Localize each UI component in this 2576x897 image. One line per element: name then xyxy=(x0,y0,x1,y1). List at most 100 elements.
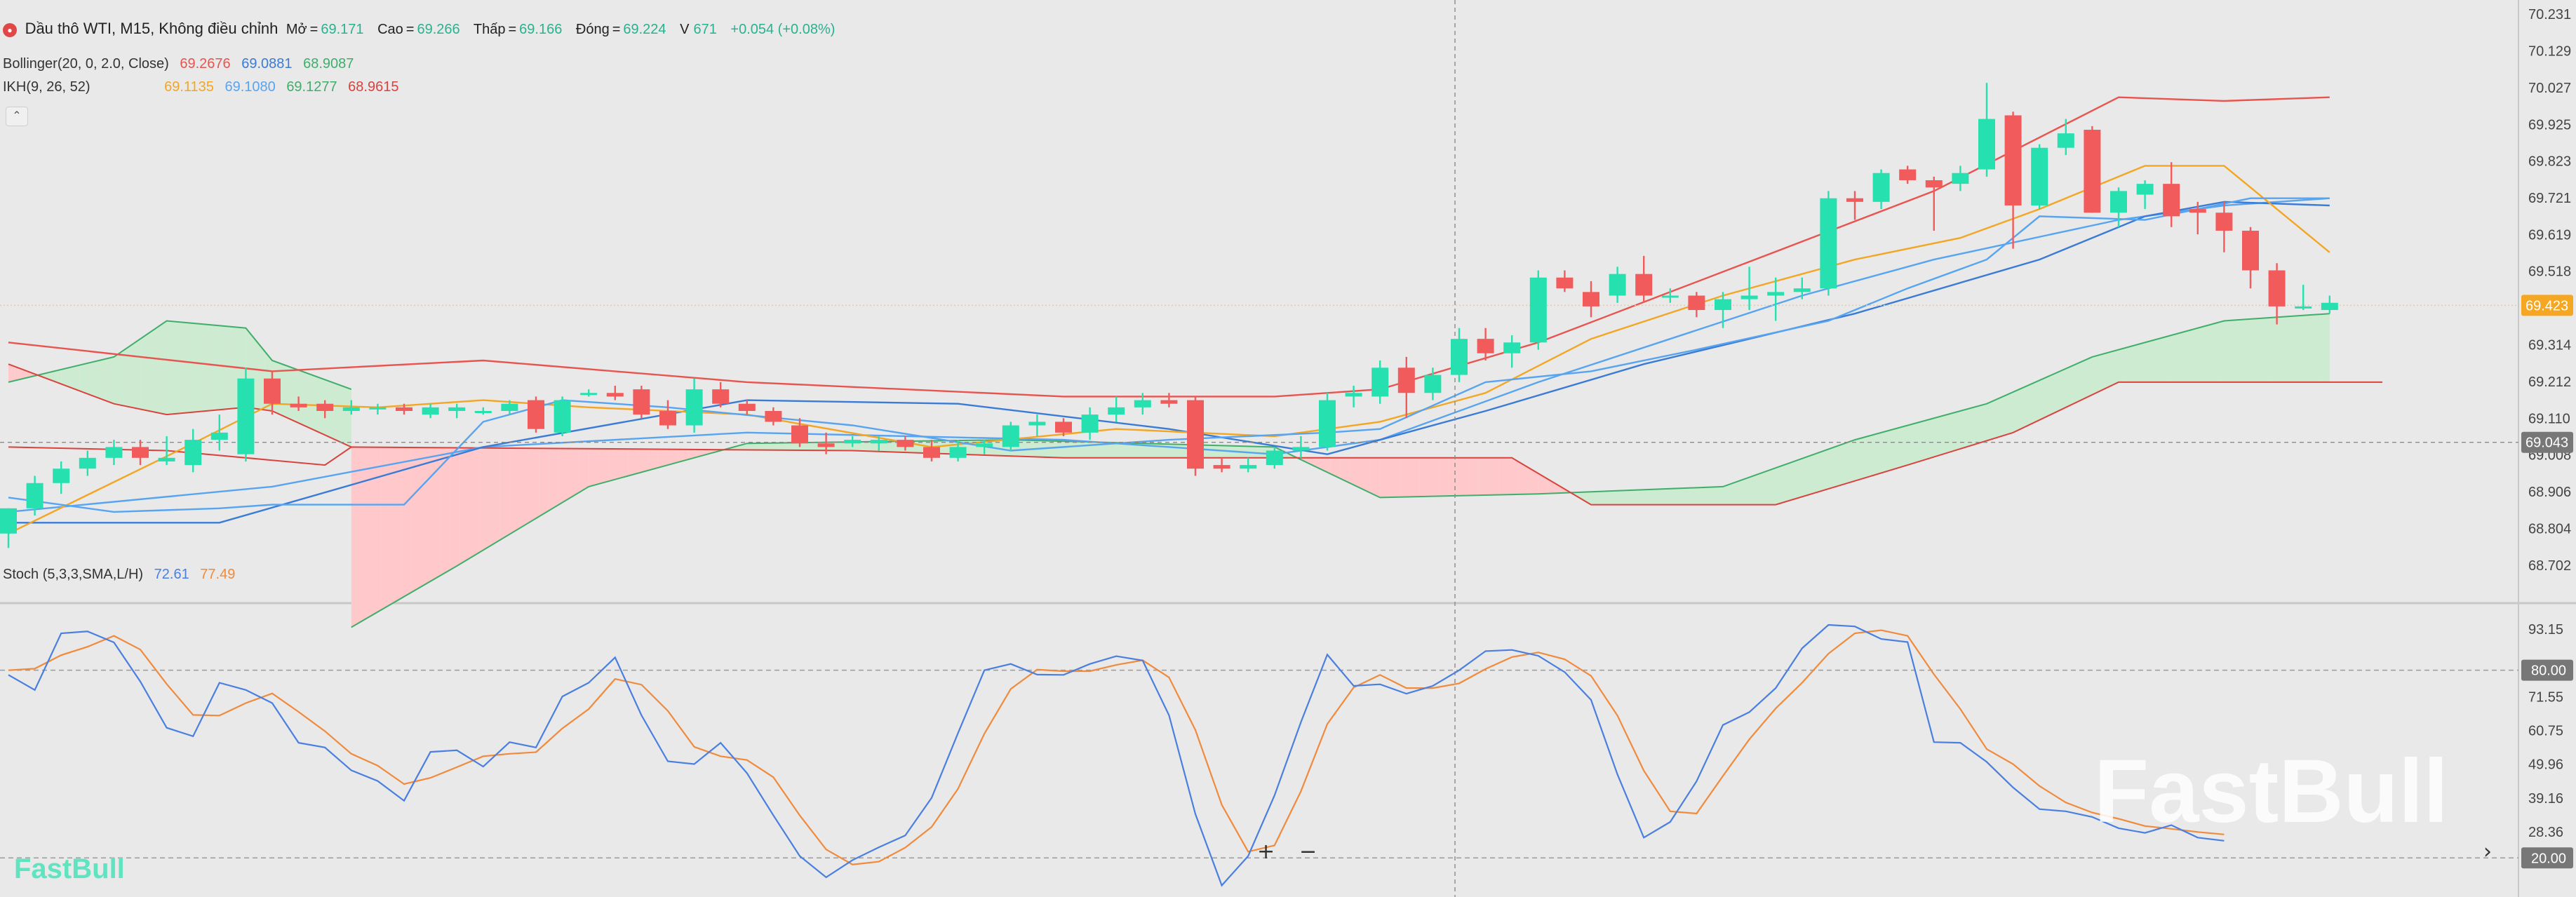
ichimoku-cloud-segment xyxy=(301,371,304,426)
candle-body xyxy=(1108,407,1125,415)
ichimoku-cloud-segment xyxy=(295,368,297,422)
ichimoku-cloud-segment xyxy=(157,325,160,413)
candle-body xyxy=(606,393,624,397)
candle-body xyxy=(2242,230,2259,271)
candle xyxy=(1635,255,1653,303)
candle-body xyxy=(712,389,730,404)
ichimoku-cloud-segment xyxy=(470,447,481,558)
ichimoku-cloud-segment xyxy=(17,367,19,380)
candle xyxy=(1028,414,1046,436)
ichimoku-cloud-segment xyxy=(286,365,288,419)
candle xyxy=(2163,162,2180,227)
ichimoku-legend[interactable]: IKH(9, 26, 52) 69.1135 69.1080 69.1277 6… xyxy=(3,79,405,95)
symbol-header: ● Dầu thô WTI, M15, Không điều chỉnh Mở =… xyxy=(3,20,845,38)
candle xyxy=(1688,292,1705,318)
ichimoku-cloud-segment xyxy=(1310,457,1321,469)
ichimoku-cloud-segment xyxy=(145,334,147,411)
ichimoku-cloud-segment xyxy=(391,447,401,605)
ichimoku-cloud-segment xyxy=(88,362,91,396)
candle xyxy=(1213,457,1230,473)
candle xyxy=(554,396,571,436)
ichimoku-cloud-segment xyxy=(190,323,192,413)
candle-body xyxy=(210,432,228,440)
ichimoku-cloud-segment xyxy=(48,372,50,380)
ichimoku-cloud-segment xyxy=(137,339,139,409)
candle-body xyxy=(528,400,544,429)
ichimoku-cloud-segment xyxy=(44,372,46,379)
ichimoku-cloud-segment xyxy=(1933,415,1944,457)
ichimoku-cloud-segment xyxy=(339,384,342,443)
ichimoku-cloud-segment xyxy=(1498,457,1509,495)
candle xyxy=(1055,418,1072,436)
ichimoku-cloud-segment xyxy=(161,323,163,414)
ichimoku-span-a-line xyxy=(8,320,352,391)
ichimoku-cloud-segment xyxy=(549,448,559,511)
ichimoku-cloud-segment xyxy=(314,375,316,431)
candle xyxy=(1345,385,1362,407)
ichimoku-cloud-segment xyxy=(2032,379,2043,424)
ichimoku-cloud-segment xyxy=(1973,404,1984,445)
stoch-upper-level-badge xyxy=(2521,659,2573,681)
ichimoku-cloud-segment xyxy=(308,373,311,429)
candle-body xyxy=(1583,292,1599,306)
ichimoku-cloud-segment xyxy=(1479,457,1489,496)
ichimoku-cloud-segment xyxy=(121,350,123,406)
stoch-legend[interactable]: Stoch (5,3,3,SMA,L/H) 72.61 77.49 xyxy=(3,567,242,583)
scroll-right-icon[interactable]: › xyxy=(2483,839,2492,864)
candle xyxy=(1872,169,1890,210)
candle-body xyxy=(633,389,650,415)
ichimoku-cloud-segment xyxy=(459,447,470,565)
candle-body xyxy=(1688,295,1705,311)
ichimoku-cloud-segment xyxy=(49,372,52,381)
ichimoku-cloud-segment xyxy=(1588,491,1598,505)
ichimoku-cloud-segment xyxy=(27,371,29,378)
ichimoku-cloud-segment xyxy=(796,443,807,451)
ichimoku-cloud-segment xyxy=(188,323,191,413)
ichimoku-cloud-segment xyxy=(8,364,11,382)
ichimoku-cloud-segment xyxy=(199,323,201,412)
candle xyxy=(2057,119,2074,155)
ichimoku-cloud-segment xyxy=(1865,434,1875,478)
zoom-in-icon[interactable]: + xyxy=(1257,839,1275,864)
candle xyxy=(897,436,914,451)
ichimoku-cloud-segment xyxy=(311,375,314,430)
ichimoku-cloud-segment xyxy=(1508,457,1519,495)
ichimoku-cloud-segment xyxy=(1330,457,1341,479)
collapse-legend-button[interactable]: ⌃ xyxy=(6,107,28,126)
ichimoku-cloud-segment xyxy=(164,321,166,414)
candle-body xyxy=(1134,400,1151,407)
ichimoku-cloud-segment xyxy=(85,363,88,394)
ichimoku-cloud-segment xyxy=(351,447,361,628)
candle xyxy=(1661,288,1679,303)
ichimoku-cloud-segment xyxy=(226,326,228,410)
ichimoku-cloud-segment xyxy=(289,367,292,420)
ichimoku-cloud-segment xyxy=(1745,475,1756,505)
candle xyxy=(342,400,360,415)
ichimoku-cloud-segment xyxy=(171,321,173,414)
stoch-tick-label: 49.96 xyxy=(2528,757,2563,773)
candle xyxy=(1767,277,1785,321)
candle xyxy=(1002,421,1019,451)
ichimoku-cloud-segment xyxy=(1884,429,1895,472)
ichimoku-cloud-segment xyxy=(1251,446,1261,458)
ichimoku-cloud-segment xyxy=(212,325,215,411)
ichimoku-cloud-segment xyxy=(303,372,305,426)
candle-body xyxy=(1740,295,1758,299)
ichimoku-cloud-segment xyxy=(1855,437,1865,481)
ichimoku-cloud-segment xyxy=(2181,330,2192,382)
bollinger-legend[interactable]: Bollinger(20, 0, 2.0, Close) 69.2676 69.… xyxy=(3,56,361,72)
zoom-out-icon[interactable]: − xyxy=(1299,839,1317,864)
ichimoku-cloud-segment xyxy=(82,364,84,393)
ichimoku-cloud-segment xyxy=(227,326,230,410)
ichimoku-cloud-segment xyxy=(589,448,599,487)
candle-body xyxy=(1952,173,1969,184)
ichimoku-cloud-segment xyxy=(2003,391,2013,436)
ichimoku-cloud-segment xyxy=(109,357,112,403)
ichimoku-cloud-segment xyxy=(1825,447,1835,490)
ichimoku-cloud-segment xyxy=(836,442,846,451)
candle-body xyxy=(237,378,255,454)
ichimoku-cloud-segment xyxy=(1776,464,1786,505)
price-tick-label: 69.110 xyxy=(2528,411,2570,426)
